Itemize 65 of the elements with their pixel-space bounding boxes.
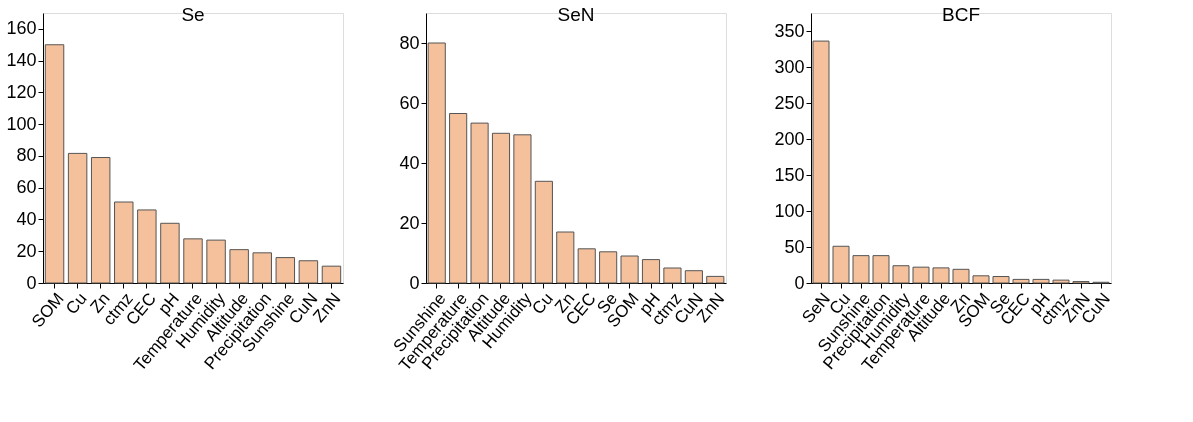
- y-tick-label: 50: [784, 236, 805, 257]
- bar: [1012, 278, 1030, 284]
- y-tick-label: 300: [774, 56, 805, 77]
- bar: [160, 222, 180, 284]
- y-tick-label: 20: [16, 240, 37, 261]
- bar: [832, 245, 850, 284]
- bar: [972, 275, 990, 284]
- bar: [252, 252, 272, 284]
- y-tick-label: 0: [409, 272, 420, 293]
- bar: [513, 134, 532, 284]
- bar: [992, 276, 1010, 284]
- bar: [44, 44, 65, 284]
- y-tick-label: 20: [399, 212, 420, 233]
- bar: [872, 255, 890, 284]
- y-tick-label: 200: [774, 128, 805, 149]
- bar: [852, 255, 870, 284]
- bar: [892, 265, 910, 284]
- y-tick-label: 100: [774, 200, 805, 221]
- bar: [90, 157, 111, 284]
- bar: [1032, 278, 1050, 284]
- bar: [298, 260, 319, 284]
- bar: [932, 267, 950, 284]
- y-tick-label: 40: [16, 208, 37, 229]
- bar: [577, 248, 596, 284]
- bar: [491, 132, 511, 284]
- bar: [912, 266, 930, 284]
- chart-title: Se: [181, 4, 205, 25]
- y-tick-label: 40: [399, 152, 420, 173]
- bar: [449, 113, 468, 284]
- bar: [114, 201, 134, 284]
- chart-title: BCF: [942, 4, 980, 25]
- y-tick-label: 0: [26, 272, 37, 293]
- chart-title: SeN: [557, 4, 595, 25]
- bar: [641, 259, 661, 284]
- bar: [206, 239, 226, 284]
- bar: [137, 209, 157, 284]
- bar: [183, 238, 203, 284]
- y-tick-label: 80: [16, 145, 37, 166]
- y-tick-label: 120: [6, 81, 37, 102]
- bar: [663, 267, 682, 284]
- bar: [67, 152, 88, 284]
- bar: [534, 180, 553, 284]
- bar: [1052, 279, 1070, 284]
- y-tick-label: 80: [399, 32, 420, 53]
- y-tick-label: 0: [794, 272, 805, 293]
- bar: [812, 40, 830, 284]
- bar: [599, 251, 618, 284]
- y-tick-label: 60: [16, 177, 37, 198]
- bar: [706, 275, 725, 284]
- bar: [620, 255, 639, 284]
- y-tick-label: 350: [774, 20, 805, 41]
- bar: [427, 42, 446, 284]
- bar: [952, 268, 970, 284]
- y-tick-label: 150: [774, 164, 805, 185]
- y-tick-label: 100: [6, 113, 37, 134]
- y-tick-label: 160: [6, 18, 37, 39]
- bar: [684, 270, 703, 284]
- bar: [470, 122, 489, 284]
- y-tick-label: 250: [774, 92, 805, 113]
- bar: [275, 257, 296, 284]
- y-tick-label: 60: [399, 92, 420, 113]
- bar: [229, 249, 249, 284]
- bar: [321, 265, 342, 284]
- y-tick-label: 140: [6, 50, 37, 71]
- bar: [556, 231, 575, 284]
